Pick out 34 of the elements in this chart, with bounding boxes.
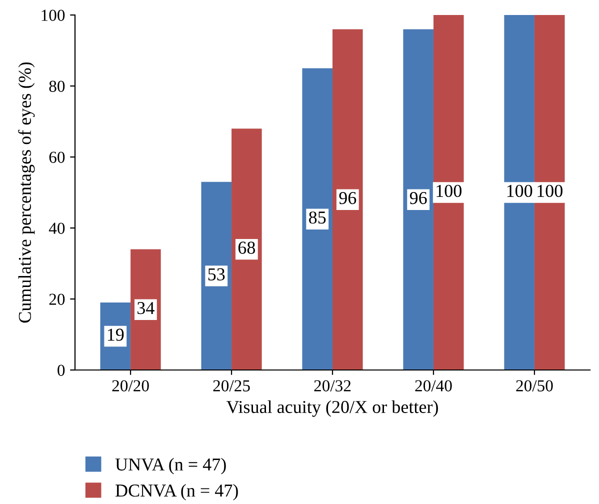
data-label: 85	[309, 211, 326, 224]
bar	[403, 29, 434, 370]
y-tick-label: 0	[58, 364, 65, 376]
data-label: 96	[410, 192, 427, 204]
y-tick-label: 60	[49, 152, 65, 163]
x-tick-label: 20/32	[314, 380, 351, 392]
data-label: 100	[507, 184, 532, 198]
y-tick-label: 40	[48, 222, 65, 234]
bar	[504, 15, 534, 370]
y-tick-label: 100	[42, 10, 65, 21]
x-axis-title: Visual acuity (20/X or better)	[226, 400, 438, 417]
bar	[232, 128, 262, 370]
bar	[332, 29, 363, 370]
bar	[302, 68, 332, 370]
data-label: 68	[238, 242, 256, 254]
x-tick-label: 20/50	[516, 380, 553, 392]
bar	[534, 15, 565, 370]
bar	[130, 249, 161, 370]
bar	[201, 182, 232, 370]
data-label: 96	[339, 192, 356, 204]
x-tick-label: 20/20	[112, 380, 149, 392]
y-tick-label: 20	[49, 294, 65, 305]
legend-label: DCNVA (n = 47)	[116, 484, 238, 500]
y-axis-title: Cumulative percentages of eyes (%)	[18, 62, 35, 323]
bar	[433, 15, 464, 370]
legend-label: UNVA (n = 47)	[115, 458, 226, 474]
x-tick-label: 20/40	[415, 380, 452, 392]
data-label: 19	[108, 328, 124, 341]
data-label: 34	[138, 302, 154, 314]
data-label: 100	[436, 184, 462, 198]
data-label: 100	[538, 184, 562, 198]
x-tick-label: 20/25	[213, 380, 250, 392]
y-tick-label: 80	[49, 80, 65, 92]
data-label: 53	[208, 268, 225, 280]
